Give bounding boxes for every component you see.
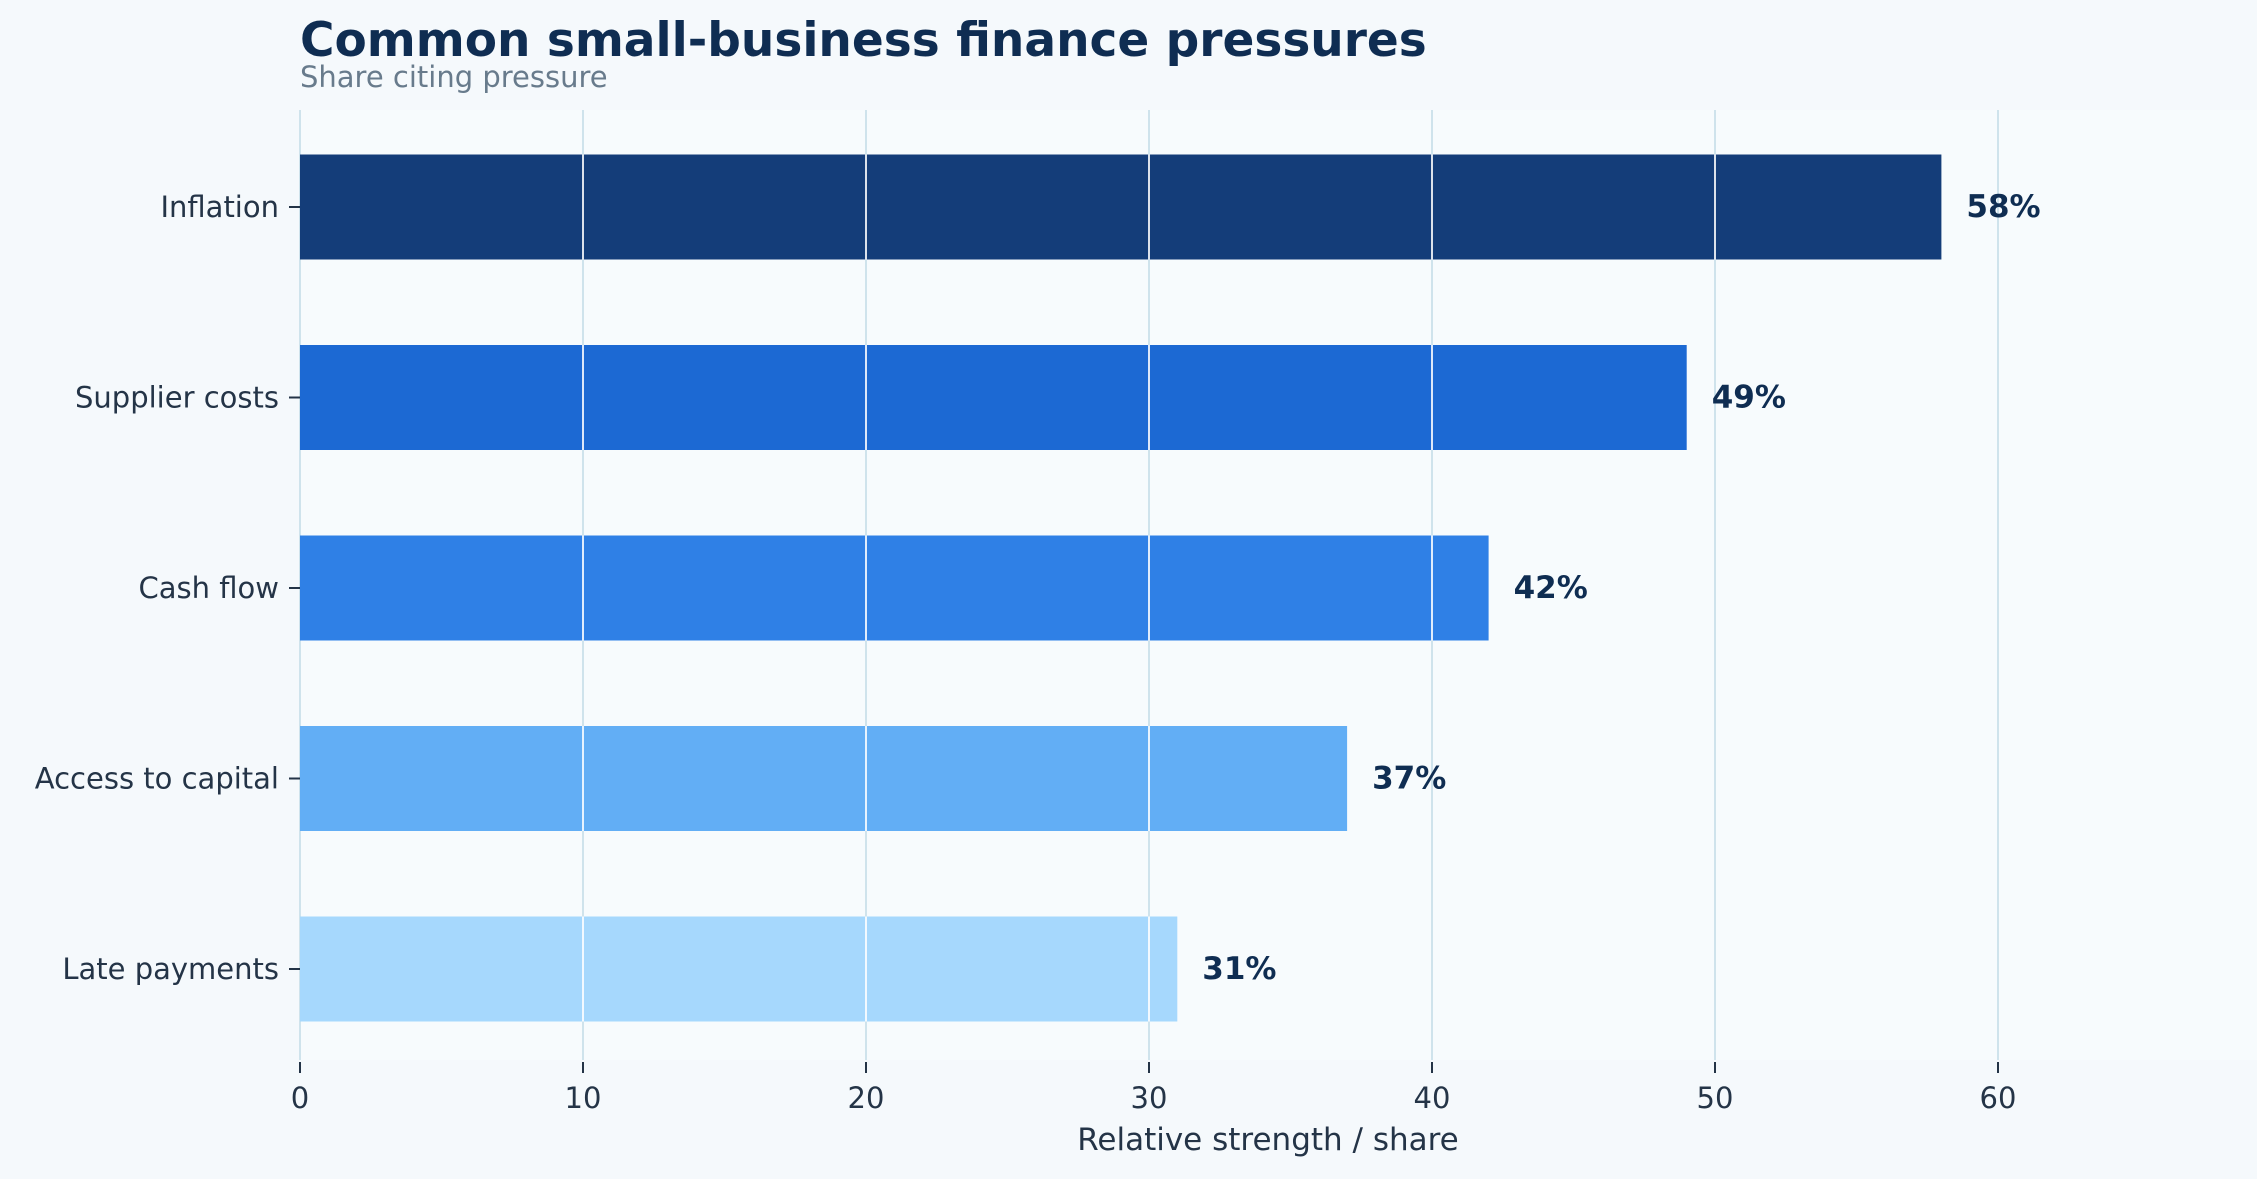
axes: Inflation Supplier costs Cash flow Access t…	[35, 190, 2017, 1115]
data-label: 37%	[1372, 761, 1446, 797]
bars	[300, 154, 1942, 1022]
data-label: 31%	[1202, 951, 1276, 987]
bar	[300, 916, 1178, 1022]
data-label: 58%	[1966, 189, 2040, 225]
x-tick-label: 0	[291, 1081, 309, 1115]
category-label: Access to capital	[35, 762, 279, 796]
x-tick-label: 60	[1980, 1081, 2017, 1115]
data-label: 49%	[1712, 380, 1786, 416]
x-tick-label: 10	[565, 1081, 602, 1115]
category-label: Inflation	[160, 190, 279, 224]
chart-title: Common small-business finance pressures	[300, 13, 1427, 68]
chart-subtitle: Share citing pressure	[300, 60, 608, 94]
x-tick-label: 30	[1131, 1081, 1168, 1115]
bar	[300, 726, 1348, 831]
x-tick-label: 50	[1697, 1081, 1734, 1115]
category-label: Cash flow	[139, 571, 279, 605]
data-labels: 58% 49% 42% 37% 31%	[1202, 189, 2040, 987]
x-tick-label: 20	[848, 1081, 885, 1115]
bar	[300, 345, 1687, 450]
category-label: Late payments	[62, 952, 279, 986]
category-label: Supplier costs	[75, 381, 279, 415]
x-axis-label: Relative strength / share	[1077, 1122, 1459, 1158]
gridlines-over-bars	[582, 154, 1716, 1022]
data-label: 42%	[1514, 570, 1588, 606]
bar	[300, 535, 1489, 641]
bar	[300, 154, 1942, 260]
x-tick-label: 40	[1414, 1081, 1451, 1115]
